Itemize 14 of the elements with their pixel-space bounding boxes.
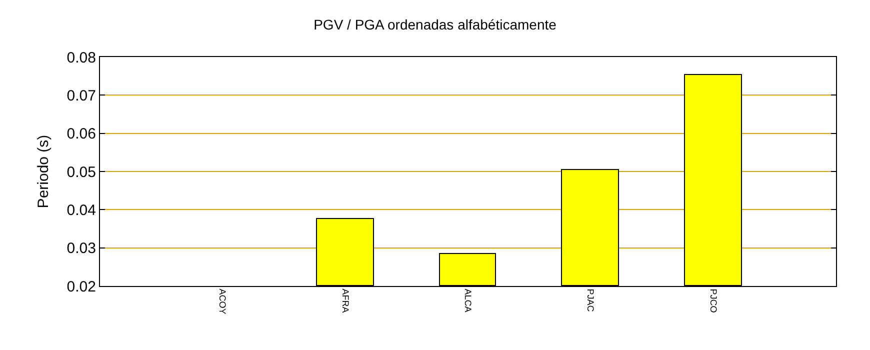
y-tick-label: 0.02 [66,278,96,296]
x-tick-label: ALCA [463,288,474,312]
x-tick-label: AFRA [340,288,350,313]
x-tick-label: ACOY [218,288,228,314]
y-tick-label: 0.07 [66,87,96,104]
y-axis-title: Periodo (s) [35,134,52,208]
y-tick-label: 0.05 [66,164,96,181]
y-tick-label: 0.08 [66,49,96,66]
y-tick-label: 0.04 [66,202,96,219]
y-tick-label: 0.03 [66,240,96,258]
y-tick-label: 0.06 [66,126,96,143]
x-tick-label: PJAC [586,288,596,312]
x-tick-label: PJCO [708,288,718,313]
chart-title: PGV / PGA ordenadas alfabéticamente [314,16,557,32]
